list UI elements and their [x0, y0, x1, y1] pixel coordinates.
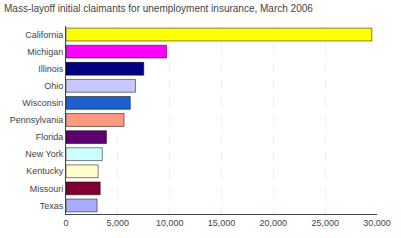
- svg-text:Florida: Florida: [36, 132, 64, 142]
- svg-text:Kentucky: Kentucky: [26, 166, 64, 176]
- svg-text:Mass-layoff initial claimants: Mass-layoff initial claimants for unempl…: [4, 3, 313, 14]
- svg-text:California: California: [25, 30, 63, 40]
- svg-text:Michigan: Michigan: [27, 47, 63, 57]
- svg-text:Texas: Texas: [40, 201, 64, 211]
- svg-text:25,000: 25,000: [311, 218, 339, 228]
- svg-text:5,000: 5,000: [107, 218, 130, 228]
- svg-text:Wisconsin: Wisconsin: [22, 98, 63, 108]
- svg-text:0: 0: [63, 218, 68, 228]
- svg-text:Illinois: Illinois: [38, 64, 64, 74]
- svg-text:15,000: 15,000: [208, 218, 236, 228]
- svg-text:30,000: 30,000: [363, 218, 391, 228]
- svg-text:20,000: 20,000: [260, 218, 288, 228]
- svg-text:Ohio: Ohio: [44, 81, 63, 91]
- svg-text:New York: New York: [25, 149, 64, 159]
- svg-text:Pennsylvania: Pennsylvania: [10, 115, 64, 125]
- svg-text:Missouri: Missouri: [30, 184, 64, 194]
- svg-text:10,000: 10,000: [156, 218, 184, 228]
